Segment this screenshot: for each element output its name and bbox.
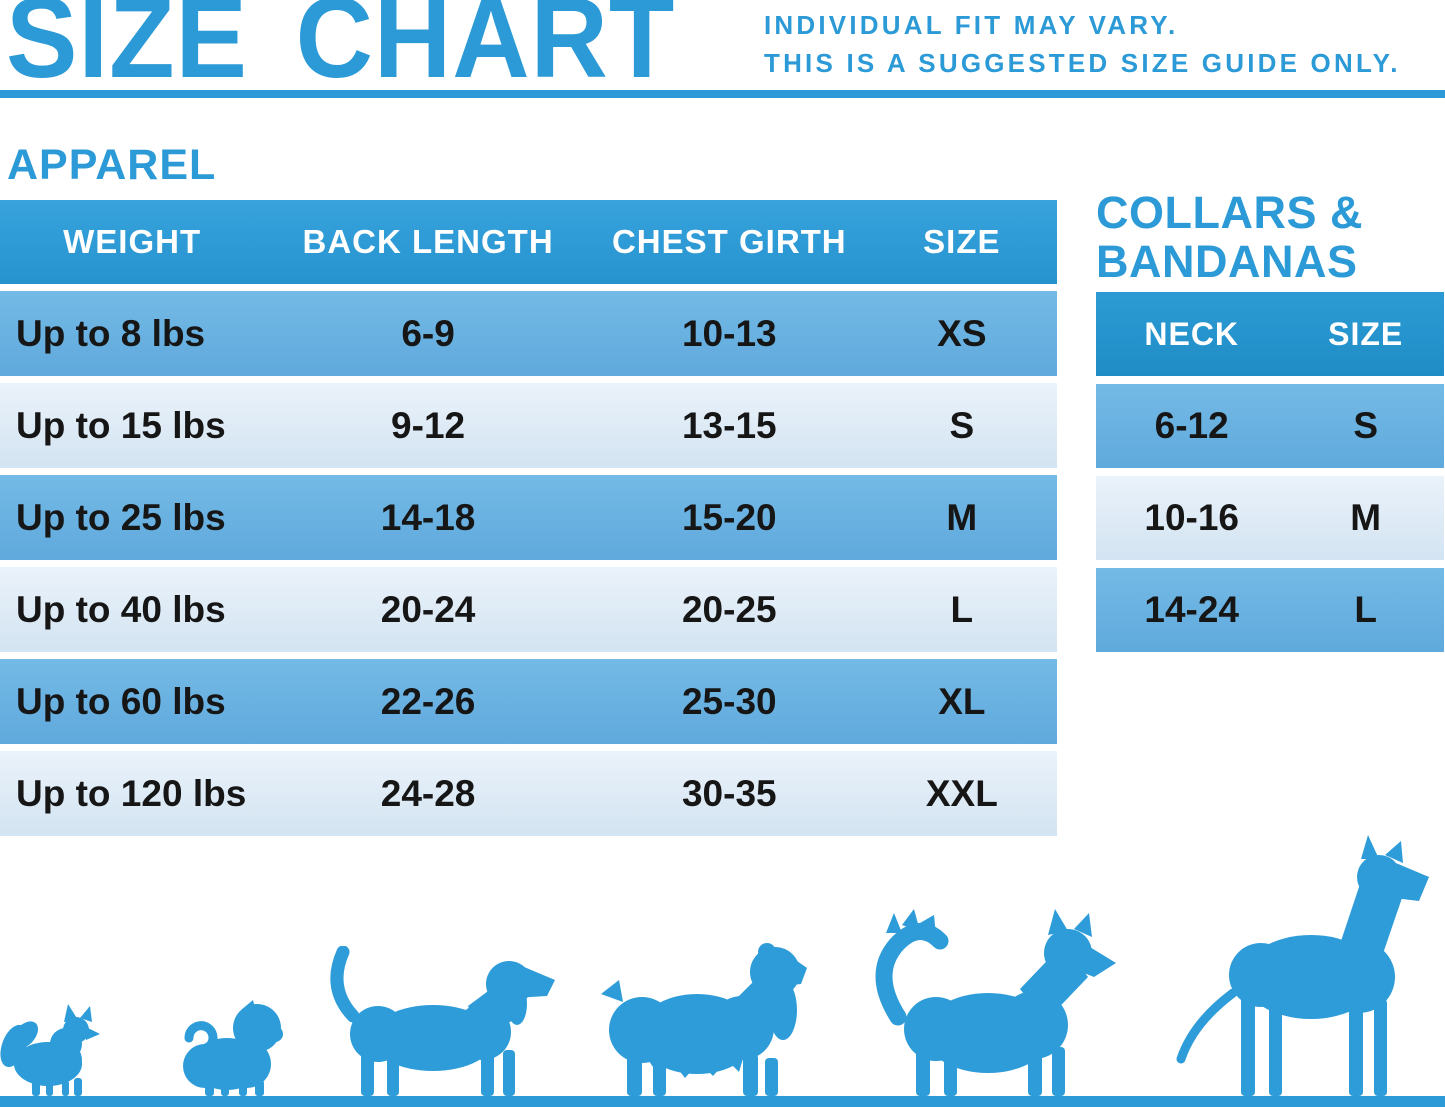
cell-weight: Up to 25 lbs [16, 496, 226, 538]
pug-icon [183, 1000, 283, 1096]
table-row: Up to 15 lbs 9-12 13-15 S [0, 383, 1057, 468]
cell-size: XS [937, 312, 987, 354]
collars-col-neck: NECK [1144, 315, 1240, 352]
cell-weight: Up to 15 lbs [16, 404, 226, 446]
apparel-col-weight: WEIGHT [63, 223, 202, 260]
page-title: SIZE CHART [6, 0, 676, 102]
cell-back-length: 24-28 [380, 772, 476, 814]
cell-chest-girth: 30-35 [681, 772, 777, 814]
collars-table-header: NECK SIZE [1096, 292, 1444, 376]
cocker-spaniel-icon [601, 943, 807, 1096]
husky-icon [875, 909, 1116, 1096]
great-dane-icon [1176, 835, 1429, 1096]
cell-size: M [946, 496, 978, 538]
chihuahua-icon [0, 1004, 100, 1096]
table-row: 10-16 M [1096, 476, 1444, 560]
disclaimer-line-1: INDIVIDUAL FIT MAY VARY. [764, 10, 1179, 40]
cell-chest-girth: 13-15 [681, 404, 777, 446]
table-row: Up to 120 lbs 24-28 30-35 XXL [0, 751, 1057, 836]
cell-weight: Up to 120 lbs [16, 772, 247, 814]
cell-weight: Up to 8 lbs [16, 312, 206, 354]
cell-weight: Up to 40 lbs [16, 588, 226, 630]
table-row: Up to 25 lbs 14-18 15-20 M [0, 475, 1057, 560]
collars-heading-line-2: BANDANAS [1096, 236, 1358, 287]
apparel-table: WEIGHT BACK LENGTH CHEST GIRTH SIZE Up t… [0, 200, 1057, 836]
disclaimer-line-2: THIS IS A SUGGESTED SIZE GUIDE ONLY. [764, 48, 1401, 78]
cell-back-length: 6-9 [401, 312, 455, 354]
apparel-heading: APPAREL [7, 141, 217, 189]
cell-chest-girth: 10-13 [681, 312, 777, 354]
table-row: Up to 8 lbs 6-9 10-13 XS [0, 291, 1057, 376]
table-row: 6-12 S [1096, 384, 1444, 468]
table-row: Up to 40 lbs 20-24 20-25 L [0, 567, 1057, 652]
beagle-icon [330, 946, 555, 1096]
cell-size: XXL [925, 772, 998, 814]
ground-line [0, 1096, 1445, 1107]
cell-size: S [1353, 405, 1379, 446]
cell-size: S [949, 404, 975, 446]
cell-neck: 6-12 [1154, 405, 1229, 446]
disclaimer: INDIVIDUAL FIT MAY VARY. THIS IS A SUGGE… [764, 6, 1401, 82]
cell-neck: 10-16 [1144, 497, 1240, 538]
table-row: Up to 60 lbs 22-26 25-30 XL [0, 659, 1057, 744]
apparel-col-back-length: BACK LENGTH [302, 223, 554, 260]
collars-heading-line-1: COLLARS & [1096, 187, 1363, 238]
cell-neck: 14-24 [1144, 589, 1240, 630]
cell-chest-girth: 15-20 [681, 496, 777, 538]
table-row: 14-24 L [1096, 568, 1444, 652]
collars-col-size: SIZE [1328, 315, 1404, 352]
cell-back-length: 22-26 [380, 680, 476, 722]
cell-chest-girth: 20-25 [681, 588, 777, 630]
apparel-table-header: WEIGHT BACK LENGTH CHEST GIRTH SIZE [0, 200, 1057, 284]
apparel-col-size: SIZE [923, 223, 1001, 260]
cell-size: M [1350, 497, 1382, 538]
cell-size: XL [938, 680, 986, 722]
cell-weight: Up to 60 lbs [16, 680, 226, 722]
cell-back-length: 9-12 [391, 404, 466, 446]
cell-back-length: 20-24 [380, 588, 476, 630]
title-underline [0, 90, 1445, 98]
cell-back-length: 14-18 [380, 496, 476, 538]
cell-size: L [950, 588, 974, 630]
cell-size: L [1354, 589, 1377, 630]
cell-chest-girth: 25-30 [681, 680, 777, 722]
collars-heading: COLLARS & BANDANAS [1096, 188, 1363, 286]
collars-table: NECK SIZE 6-12 S 10-16 M 14-24 L [1096, 292, 1444, 652]
apparel-col-chest-girth: CHEST GIRTH [611, 223, 847, 260]
